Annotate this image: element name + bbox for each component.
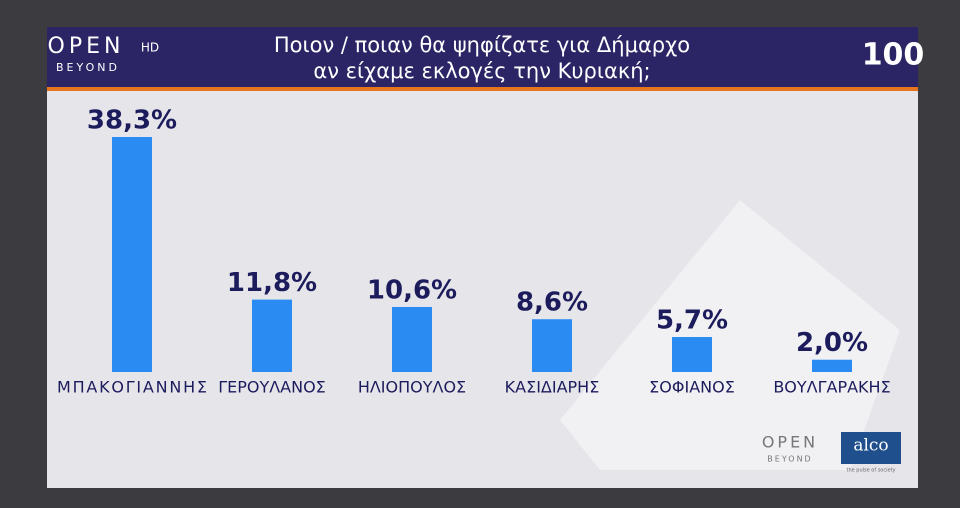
channel-tagline: BEYOND — [56, 61, 120, 74]
header-stripe — [47, 87, 918, 91]
value-label: 2,0% — [796, 328, 868, 358]
pollster-tagline: the pulse of society — [846, 468, 895, 474]
footer-channel: OPEN — [762, 433, 818, 452]
header-bar — [47, 27, 918, 88]
bar — [392, 306, 432, 372]
category-label: ΓΕΡΟΥΛΑΝΟΣ — [218, 378, 326, 397]
channel-suffix: HD — [141, 41, 159, 55]
show-logo: 100 — [862, 38, 925, 73]
value-label: 5,7% — [656, 306, 728, 336]
bar — [672, 337, 712, 372]
bar — [112, 137, 152, 372]
chart-subtitle: αν είχαμε εκλογές την Κυριακή; — [313, 59, 650, 83]
channel-logo: OPEN — [48, 34, 125, 59]
chart-title: Ποιον / ποιαν θα ψηφίζατε για Δήμαρχο — [274, 33, 690, 57]
pollster-logo: alco — [853, 436, 888, 456]
ballot-decoration — [560, 200, 900, 470]
value-label: 8,6% — [516, 288, 588, 318]
category-label: ΒΟΥΛΓΑΡΑΚΗΣ — [773, 378, 890, 397]
category-label: ΚΑΣΙΔΙΑΡΗΣ — [505, 378, 600, 397]
bar — [812, 359, 852, 372]
pollster-box — [841, 432, 901, 464]
category-label: ΗΛΙΟΠΟΥΛΟΣ — [358, 378, 466, 397]
value-label: 11,8% — [227, 268, 317, 298]
bar — [252, 299, 292, 372]
category-label: ΣΟΦΙΑΝΟΣ — [649, 378, 735, 397]
footer-tagline: BEYOND — [767, 455, 812, 464]
category-label: ΜΠΑΚΟΓΙΑΝΝΗΣ — [57, 378, 207, 397]
value-label: 38,3% — [87, 106, 177, 136]
bar — [532, 319, 572, 372]
value-label: 10,6% — [367, 275, 457, 305]
